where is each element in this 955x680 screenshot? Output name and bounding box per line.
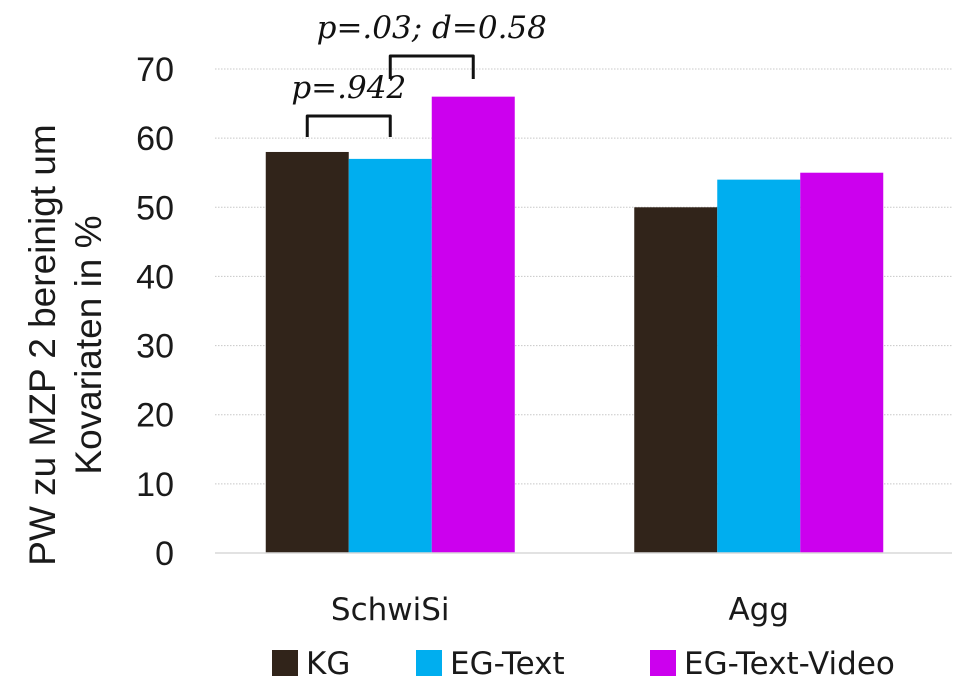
bar-schwisi-eg-text	[348, 158, 432, 553]
y-tick-label: 20	[136, 397, 174, 435]
legend: KG EG-Text EG-Text-Video	[272, 646, 895, 680]
y-tick-label: 0	[155, 535, 174, 573]
y-tick-label: 50	[136, 189, 174, 227]
significance-label: p=.942	[291, 70, 406, 106]
category-labels: SchwiSi Agg	[331, 592, 789, 628]
bar-schwisi-eg-text-video	[431, 96, 515, 554]
bar-schwisi-kg	[265, 151, 349, 553]
y-tick-label: 40	[136, 258, 174, 296]
y-tick-label: 70	[136, 51, 174, 89]
bar-agg-eg-text-video	[800, 172, 884, 553]
y-tick-label: 30	[136, 328, 174, 366]
bars	[265, 96, 884, 554]
significance-label: p=.03; d=0.58	[317, 10, 547, 46]
y-tick-label: 60	[136, 120, 174, 158]
y-axis-title: PW zu MZP 2 bereinigt um Kovariaten in %	[22, 124, 109, 565]
category-label: Agg	[728, 592, 789, 628]
significance-bracket	[305, 114, 392, 137]
y-tick-label: 10	[136, 466, 174, 504]
legend-label: EG-Text	[450, 646, 565, 680]
legend-swatch-eg-text	[416, 650, 442, 676]
legend-swatch-kg	[272, 650, 298, 676]
significance-bracket	[388, 54, 475, 79]
y-axis-ticks: 0 10 20 30 40 50 60 70	[136, 51, 174, 573]
category-label: SchwiSi	[331, 592, 450, 628]
significance-annotations: p=.942 p=.03; d=0.58	[291, 10, 547, 137]
legend-label: EG-Text-Video	[684, 646, 895, 680]
legend-label: KG	[306, 646, 350, 680]
bar-agg-eg-text	[717, 179, 801, 553]
y-axis-label-line2: Kovariaten in %	[68, 215, 109, 474]
bar-agg-kg	[634, 207, 718, 554]
y-axis-label-line1: PW zu MZP 2 bereinigt um	[22, 124, 63, 565]
legend-swatch-eg-text-video	[650, 650, 676, 676]
